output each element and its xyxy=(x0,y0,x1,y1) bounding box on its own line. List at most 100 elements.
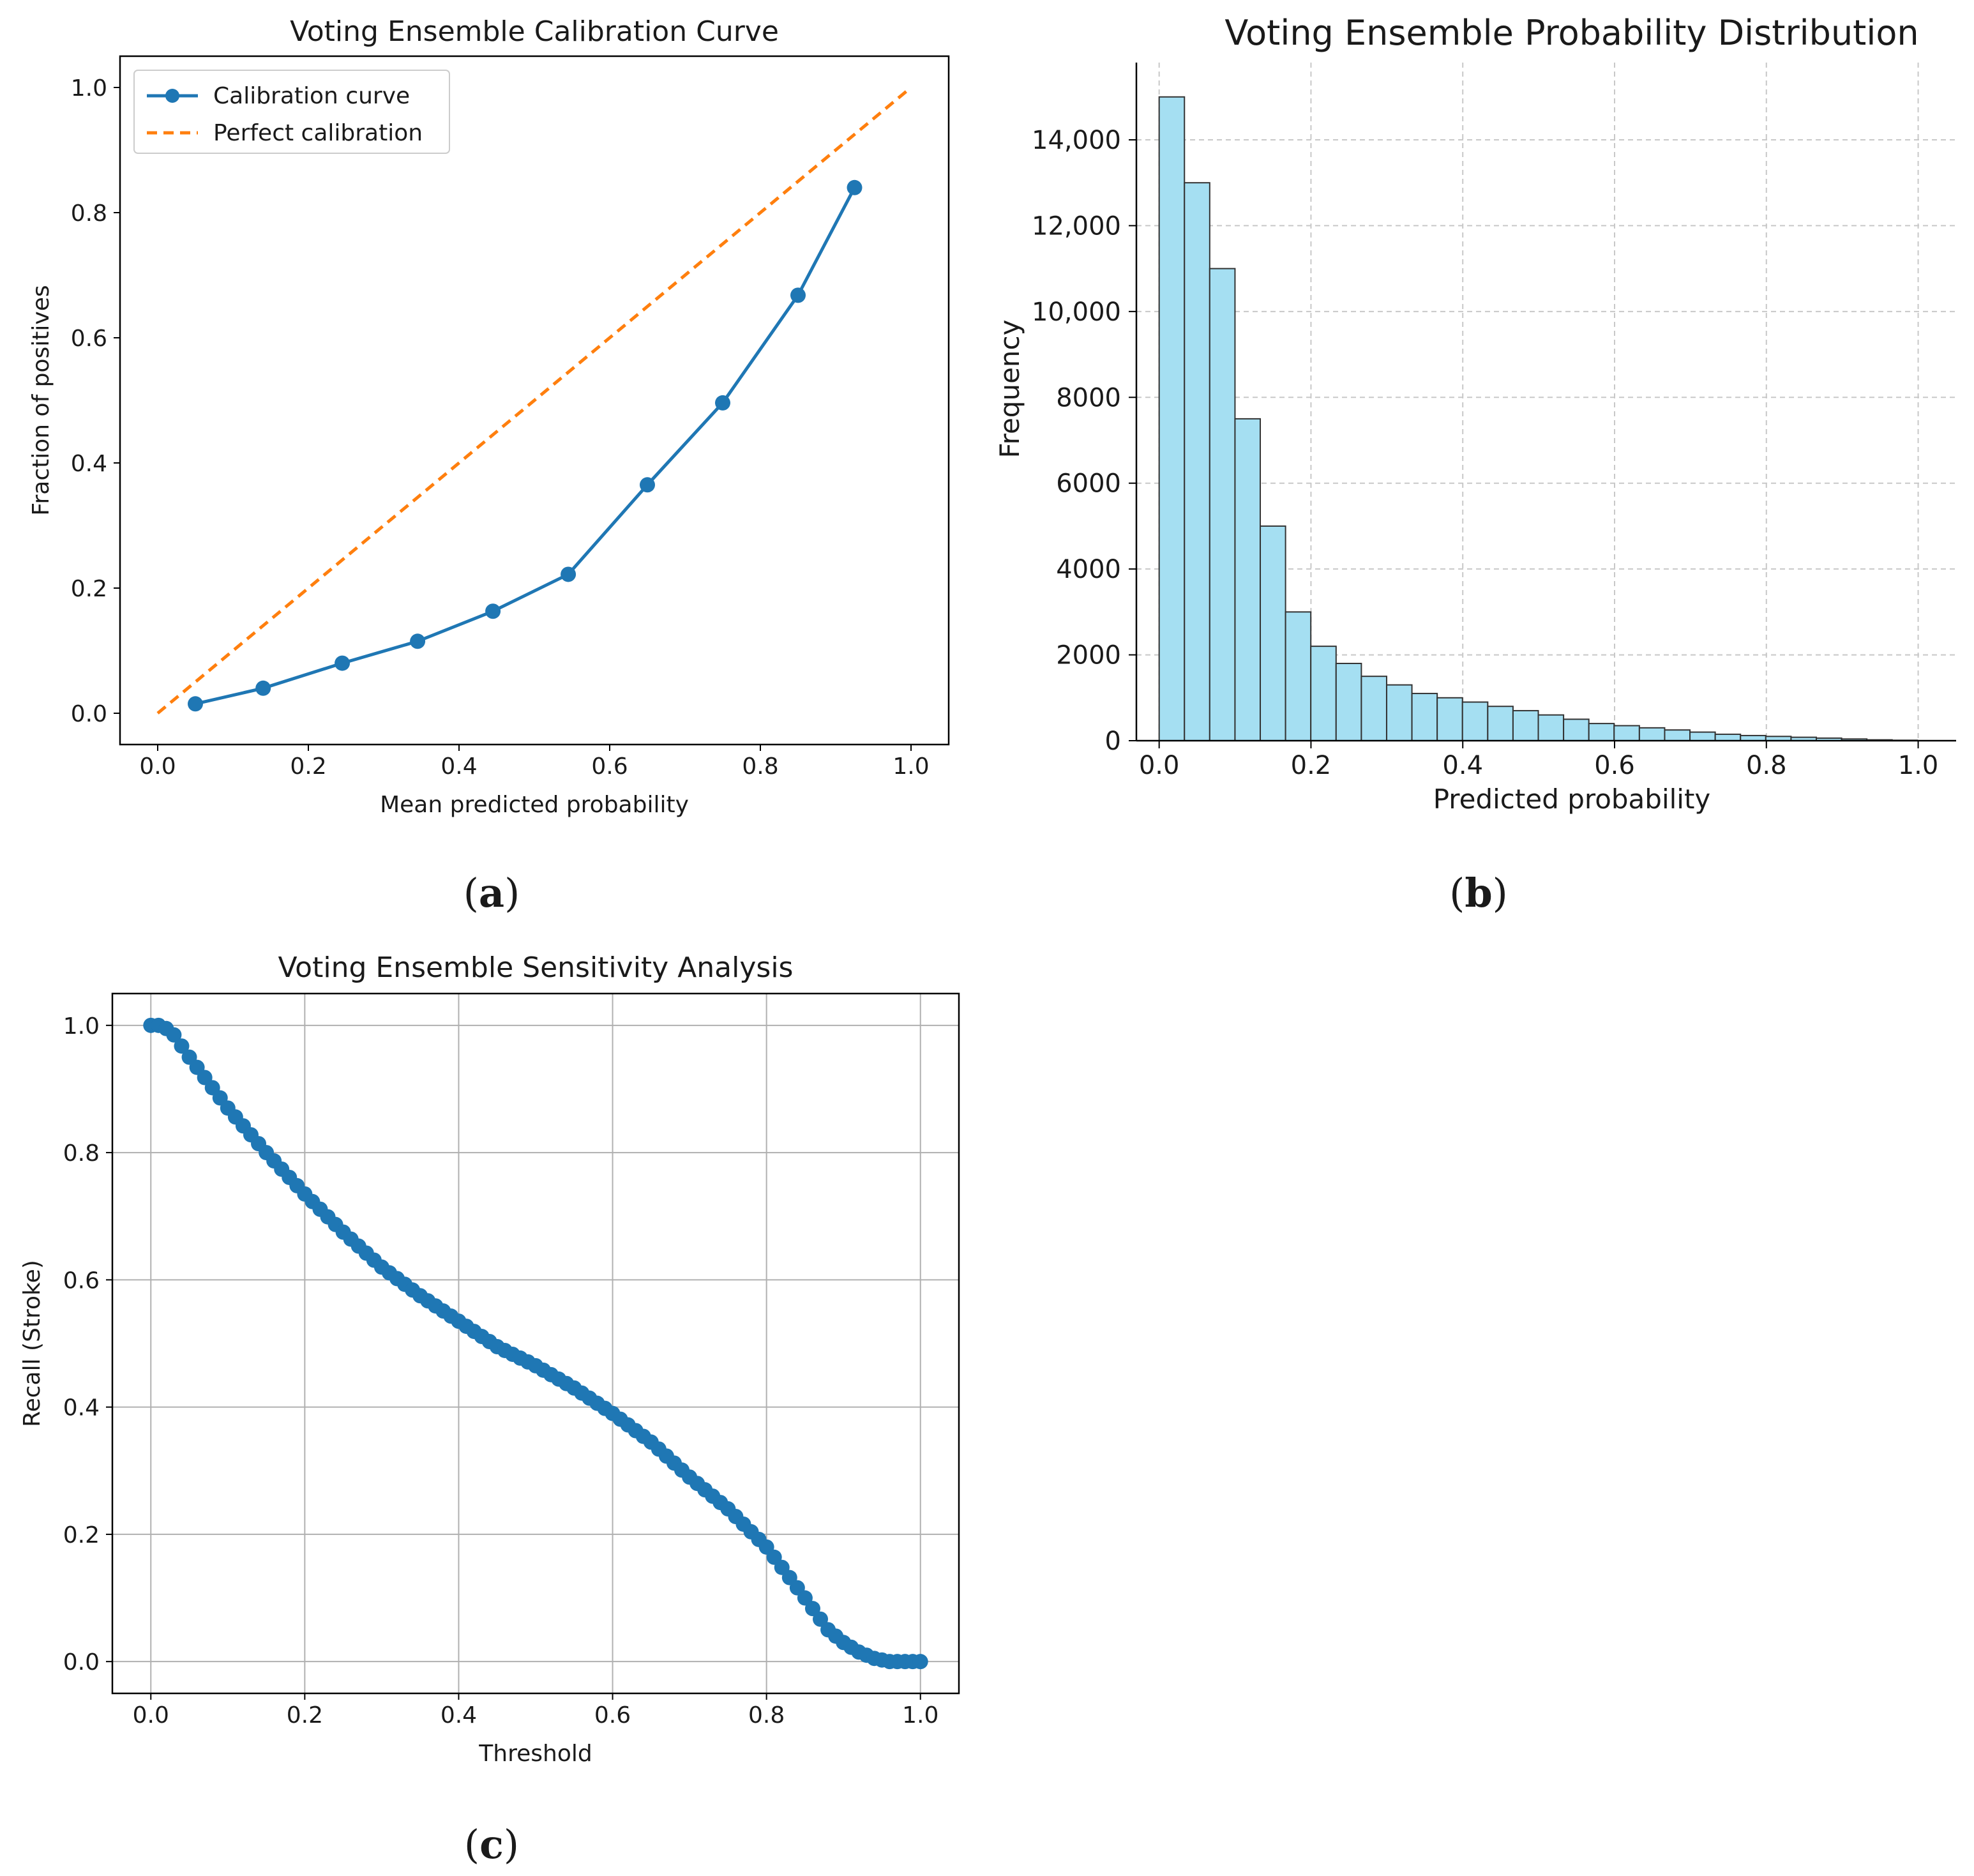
histogram-bar xyxy=(1436,697,1463,741)
y-tick-label: 0.0 xyxy=(71,701,107,727)
recall-point xyxy=(797,1590,813,1606)
calibration-chart-title: Voting Ensemble Calibration Curve xyxy=(290,15,779,48)
histogram-bar xyxy=(1664,729,1691,741)
calibration-point xyxy=(188,696,203,712)
panel-probability-distribution: Voting Ensemble Probability Distribution… xyxy=(994,13,1956,815)
histogram-bar xyxy=(1234,418,1262,741)
y-tick-label: 0.0 xyxy=(63,1649,100,1676)
x-tick-label: 1.0 xyxy=(893,753,929,780)
y-tick-label: 10,000 xyxy=(1032,298,1121,327)
calibration-point xyxy=(715,395,730,411)
sensitivity-y-axis-label: Recall (Stroke) xyxy=(19,1260,45,1427)
y-tick-label: 0.4 xyxy=(71,451,107,477)
y-tick-label: 6000 xyxy=(1056,469,1121,499)
caption-letter: b xyxy=(1465,870,1492,916)
caption-c: (c) xyxy=(464,1821,519,1868)
y-tick-label: 8000 xyxy=(1056,383,1121,412)
x-tick-label: 1.0 xyxy=(1898,751,1939,780)
x-tick-label: 0.2 xyxy=(287,1702,323,1728)
sensitivity-x-axis-label: Threshold xyxy=(478,1741,592,1767)
y-tick-label: 0.8 xyxy=(63,1140,100,1167)
calibration-point xyxy=(335,655,350,671)
caption-paren-open: ( xyxy=(1449,870,1465,916)
distribution-y-axis-label: Frequency xyxy=(994,320,1025,458)
panel-calibration-curve: Voting Ensemble Calibration Curve Mean p… xyxy=(28,15,950,818)
histogram-bar xyxy=(1184,182,1210,742)
legend-perfect-label: Perfect calibration xyxy=(213,120,423,146)
y-tick-label: 0.2 xyxy=(71,576,107,602)
recall-point xyxy=(174,1038,190,1054)
distribution-plot-area: 0.0 0.2 0.4 0.6 0.8 1.0 0 2000 4000 6000 8000 10,00… xyxy=(1032,63,1956,780)
legend-calibration-marker xyxy=(165,89,179,103)
distribution-chart-title: Voting Ensemble Probability Distribution xyxy=(1224,13,1918,53)
caption-paren-close: ) xyxy=(504,1821,519,1868)
calibration-point xyxy=(847,179,863,195)
calibration-y-axis-label: Fraction of positives xyxy=(28,285,54,515)
perfect-calibration-line xyxy=(156,86,912,715)
histogram-bar xyxy=(1360,676,1387,742)
calibration-point xyxy=(410,633,426,649)
histogram-bar xyxy=(1335,663,1362,742)
calibration-point xyxy=(485,603,501,619)
histogram-bar xyxy=(1563,718,1590,742)
histogram-bar xyxy=(1310,646,1337,741)
x-tick-label: 0.0 xyxy=(1139,751,1180,780)
x-tick-label: 0.0 xyxy=(139,753,176,780)
y-tick-label: 0.8 xyxy=(71,200,107,227)
x-tick-label: 0.4 xyxy=(441,753,477,780)
histogram-bar xyxy=(1714,733,1742,742)
histogram-bar xyxy=(1209,268,1236,741)
plot-frame xyxy=(119,55,950,746)
histogram-bar xyxy=(1158,96,1186,741)
recall-point xyxy=(912,1654,928,1670)
x-tick-label: 0.8 xyxy=(1746,751,1787,780)
x-tick-label: 0.8 xyxy=(742,753,778,780)
y-tick-label: 12,000 xyxy=(1032,211,1121,241)
caption-paren-open: ( xyxy=(464,1821,479,1868)
calibration-plot-area: 0.0 0.2 0.4 0.6 0.8 1.0 0.0 0.2 0.4 0.6 0.8 1.0 xyxy=(71,55,950,780)
x-tick-label: 0.6 xyxy=(1594,751,1635,780)
histogram-bar xyxy=(1613,725,1640,742)
calibration-curve-line xyxy=(195,186,856,706)
y-tick-label: 0.6 xyxy=(71,326,107,352)
caption-letter: a xyxy=(479,870,504,916)
calibration-point xyxy=(255,680,271,696)
x-tick-label: 0.4 xyxy=(1442,751,1483,780)
calibration-point xyxy=(561,566,576,582)
y-tick-label: 0.4 xyxy=(63,1395,100,1421)
recall-point xyxy=(804,1601,820,1617)
sensitivity-chart-title: Voting Ensemble Sensitivity Analysis xyxy=(278,951,794,984)
calibration-point xyxy=(790,287,806,303)
caption-b: (b) xyxy=(1449,870,1508,916)
calibration-x-axis-label: Mean predicted probability xyxy=(380,792,689,818)
histogram-bar xyxy=(1411,693,1438,741)
legend-calibration-label: Calibration curve xyxy=(213,83,410,109)
x-tick-label: 0.6 xyxy=(591,753,628,780)
x-tick-label: 0.6 xyxy=(594,1702,631,1728)
histogram-bar xyxy=(1588,723,1615,741)
x-tick-label: 0.8 xyxy=(748,1702,785,1728)
caption-letter: c xyxy=(479,1821,504,1868)
y-tick-label: 0.2 xyxy=(63,1522,100,1548)
panel-sensitivity-analysis: Voting Ensemble Sensitivity Analysis Thr… xyxy=(19,951,960,1767)
y-tick-label: 0 xyxy=(1105,727,1121,756)
histogram-bar xyxy=(1512,709,1539,741)
sensitivity-plot-area: 0.0 0.2 0.4 0.6 0.8 1.0 0.0 0.2 0.4 0.6 0.8 1.0 xyxy=(63,992,960,1728)
plot-frame xyxy=(111,992,960,1695)
histogram-bar xyxy=(1461,701,1489,742)
calibration-legend: Calibration curve Perfect calibration xyxy=(133,70,450,154)
histogram-bar xyxy=(1638,727,1666,742)
y-tick-label: 0.6 xyxy=(63,1267,100,1294)
histogram-bar xyxy=(1487,706,1514,742)
recall-point xyxy=(813,1611,829,1627)
recall-point xyxy=(166,1027,182,1043)
histogram-bar xyxy=(1385,684,1413,741)
caption-paren-close: ) xyxy=(1493,870,1508,916)
x-tick-label: 1.0 xyxy=(902,1702,938,1728)
y-tick-label: 14,000 xyxy=(1032,126,1121,155)
distribution-x-axis-label: Predicted probability xyxy=(1433,783,1711,815)
calibration-point xyxy=(640,477,655,493)
histogram-bar xyxy=(1689,731,1716,742)
